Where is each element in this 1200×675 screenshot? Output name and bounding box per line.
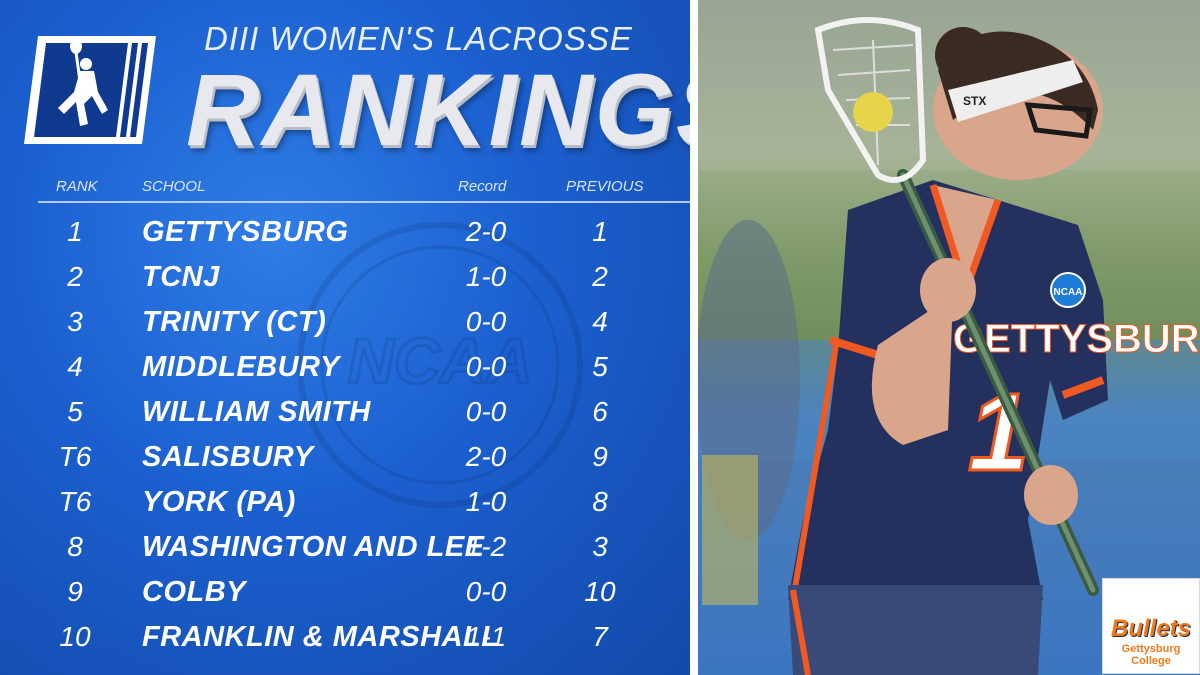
badge-subtitle: Gettysburg College <box>1121 643 1181 667</box>
school-cell: MIDDLEBURY <box>142 351 340 383</box>
table-row: 4 MIDDLEBURY 0-0 5 <box>0 351 690 395</box>
rank-cell: 3 <box>67 306 83 337</box>
previous-cell: 6 <box>592 396 608 427</box>
page-title: RANKINGS <box>186 53 690 167</box>
gettysburg-bullets-logo: Bullets Gettysburg College <box>1102 578 1200 674</box>
school-column-header: SCHOOL <box>142 178 206 195</box>
table-row: T6 SALISBURY 2-0 9 <box>0 441 690 485</box>
previous-cell: 3 <box>592 531 608 562</box>
previous-cell: 8 <box>592 486 608 517</box>
table-row: 5 WILLIAM SMITH 0-0 6 <box>0 396 690 440</box>
headband-text: STX <box>963 94 986 108</box>
previous-column-header: PREVIOUS <box>566 178 644 195</box>
ncaa-patch: NCAA <box>1054 287 1083 298</box>
rank-cell: T6 <box>58 486 92 517</box>
table-row: 3 TRINITY (CT) 0-0 4 <box>0 306 690 350</box>
record-cell: 1-0 <box>465 261 507 292</box>
rank-column-header: RANK <box>56 178 98 195</box>
previous-cell: 7 <box>592 621 608 652</box>
school-cell: TCNJ <box>142 261 220 293</box>
rank-cell: T6 <box>58 441 92 472</box>
previous-cell: 5 <box>592 351 608 382</box>
record-cell: 0-0 <box>465 576 507 607</box>
table-row: T6 YORK (PA) 1-0 8 <box>0 486 690 530</box>
school-cell: FRANKLIN & MARSHALL <box>142 621 500 653</box>
rank-cell: 10 <box>59 621 91 652</box>
school-cell: WASHINGTON AND LEE <box>142 531 485 563</box>
previous-cell: 9 <box>592 441 608 472</box>
previous-cell: 1 <box>592 216 608 247</box>
table-row: 10 FRANKLIN & MARSHALL 1-1 7 <box>0 621 690 665</box>
header-divider <box>38 201 690 203</box>
record-cell: 1-2 <box>465 531 507 562</box>
rank-cell: 1 <box>67 216 83 247</box>
record-cell: 0-0 <box>465 351 507 382</box>
school-cell: TRINITY (CT) <box>142 306 327 338</box>
badge-title: Bullets <box>1110 615 1191 642</box>
table-row: 1 GETTYSBURG 2-0 1 <box>0 216 690 260</box>
rank-cell: 4 <box>67 351 83 382</box>
record-cell: 0-0 <box>465 396 507 427</box>
jersey-text: GETTYSBURG <box>953 317 1200 361</box>
record-column-header: Record <box>458 178 507 195</box>
svg-text:NCAA: NCAA <box>348 325 533 397</box>
ncaa-watermark-icon: NCAA <box>297 222 583 508</box>
rankings-panel: NCAA DIII WOMEN'S LACROSSE RANKINGS RANK… <box>0 0 690 675</box>
record-cell: 0-0 <box>465 306 507 337</box>
school-cell: GETTYSBURG <box>142 216 349 248</box>
school-cell: SALISBURY <box>142 441 314 473</box>
rank-cell: 2 <box>67 261 83 292</box>
rank-cell: 8 <box>67 531 83 562</box>
record-cell: 2-0 <box>465 441 507 472</box>
panel-divider <box>690 0 698 675</box>
table-row: 9 COLBY 0-0 10 <box>0 576 690 620</box>
header-subtitle: DIII WOMEN'S LACROSSE <box>204 20 633 57</box>
rank-cell: 9 <box>67 576 83 607</box>
table-row: 2 TCNJ 1-0 2 <box>0 261 690 305</box>
record-cell: 1-0 <box>465 486 507 517</box>
player-photo: GETTYSBURG 1 NCAA STX Bullets Gettysburg… <box>698 0 1200 675</box>
rank-cell: 5 <box>67 396 83 427</box>
previous-cell: 4 <box>592 306 608 337</box>
previous-cell: 2 <box>592 261 608 292</box>
school-cell: YORK (PA) <box>142 486 296 518</box>
record-cell: 2-0 <box>465 216 507 247</box>
previous-cell: 10 <box>584 576 616 607</box>
school-cell: WILLIAM SMITH <box>142 396 371 428</box>
diii-lacrosse-logo-icon <box>24 36 156 144</box>
record-cell: 1-1 <box>465 621 507 652</box>
school-cell: COLBY <box>142 576 246 608</box>
table-row: 8 WASHINGTON AND LEE 1-2 3 <box>0 531 690 575</box>
lacrosse-player-illustration: GETTYSBURG 1 NCAA STX <box>698 0 1200 675</box>
